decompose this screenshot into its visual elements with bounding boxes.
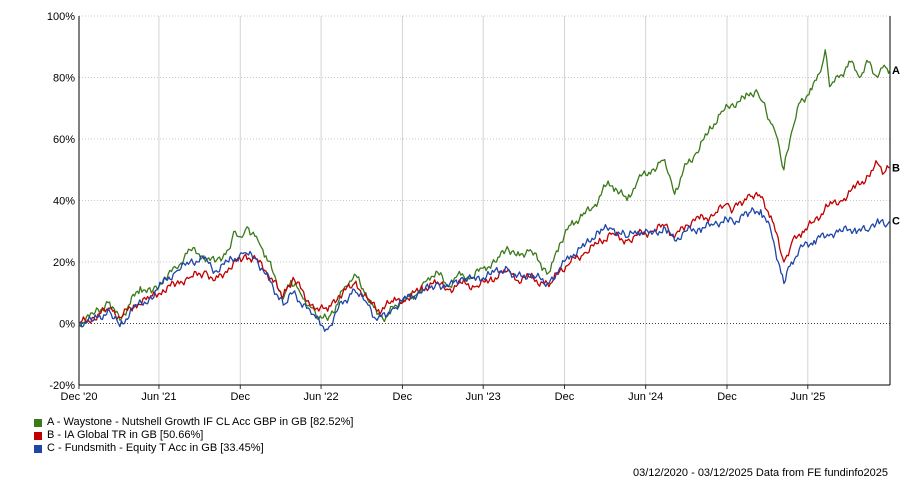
y-tick-label: 100% bbox=[47, 11, 75, 23]
y-tick-label: -20% bbox=[49, 380, 75, 392]
series-line-a bbox=[78, 49, 891, 327]
x-tick-label: Dec bbox=[393, 391, 413, 403]
x-tick-label: Jun '22 bbox=[303, 391, 338, 403]
series-end-label-c: C bbox=[892, 216, 900, 228]
legend-item-a: A - Waystone - Nutshell Growth IF CL Acc… bbox=[34, 416, 354, 429]
y-tick-label: 40% bbox=[53, 196, 75, 208]
x-tick-label: Jun '25 bbox=[790, 391, 825, 403]
series-line-b bbox=[78, 160, 891, 324]
x-tick-label: Dec bbox=[717, 391, 737, 403]
x-tick-label: Jun '24 bbox=[628, 391, 663, 403]
line-chart: 100% 80% 60% 40% 20% 0% -20%Dec '20 Jun '21 Dec J… bbox=[47, 11, 900, 403]
y-tick-label: 60% bbox=[53, 134, 75, 146]
chart-legend: A - Waystone - Nutshell Growth IF CL Acc… bbox=[34, 416, 354, 455]
legend-swatch-c bbox=[34, 444, 42, 453]
x-tick-label: Jun '21 bbox=[141, 391, 176, 403]
legend-swatch-b bbox=[34, 431, 42, 440]
x-tick-label: Dec bbox=[555, 391, 575, 403]
x-tick-label: Dec bbox=[230, 391, 250, 403]
legend-item-c: C - Fundsmith - Equity T Acc in GB [33.4… bbox=[34, 442, 354, 455]
y-tick-label: 20% bbox=[53, 257, 75, 269]
series-end-label-a: A bbox=[892, 65, 900, 77]
series-line-c bbox=[78, 207, 891, 332]
legend-label-b: B - IA Global TR in GB [50.66%] bbox=[47, 429, 204, 441]
y-tick-label: 80% bbox=[53, 73, 75, 85]
legend-label-c: C - Fundsmith - Equity T Acc in GB [33.4… bbox=[47, 442, 264, 454]
legend-swatch-a bbox=[34, 418, 42, 427]
series-end-label-b: B bbox=[892, 163, 900, 175]
x-tick-label: Dec '20 bbox=[61, 391, 98, 403]
legend-item-b: B - IA Global TR in GB [50.66%] bbox=[34, 429, 354, 442]
x-tick-label: Jun '23 bbox=[466, 391, 501, 403]
date-range-footer: 03/12/2020 - 03/12/2025 Data from FE fun… bbox=[632, 467, 888, 479]
y-tick-label: 0% bbox=[59, 319, 75, 331]
legend-label-a: A - Waystone - Nutshell Growth IF CL Acc… bbox=[47, 416, 354, 428]
